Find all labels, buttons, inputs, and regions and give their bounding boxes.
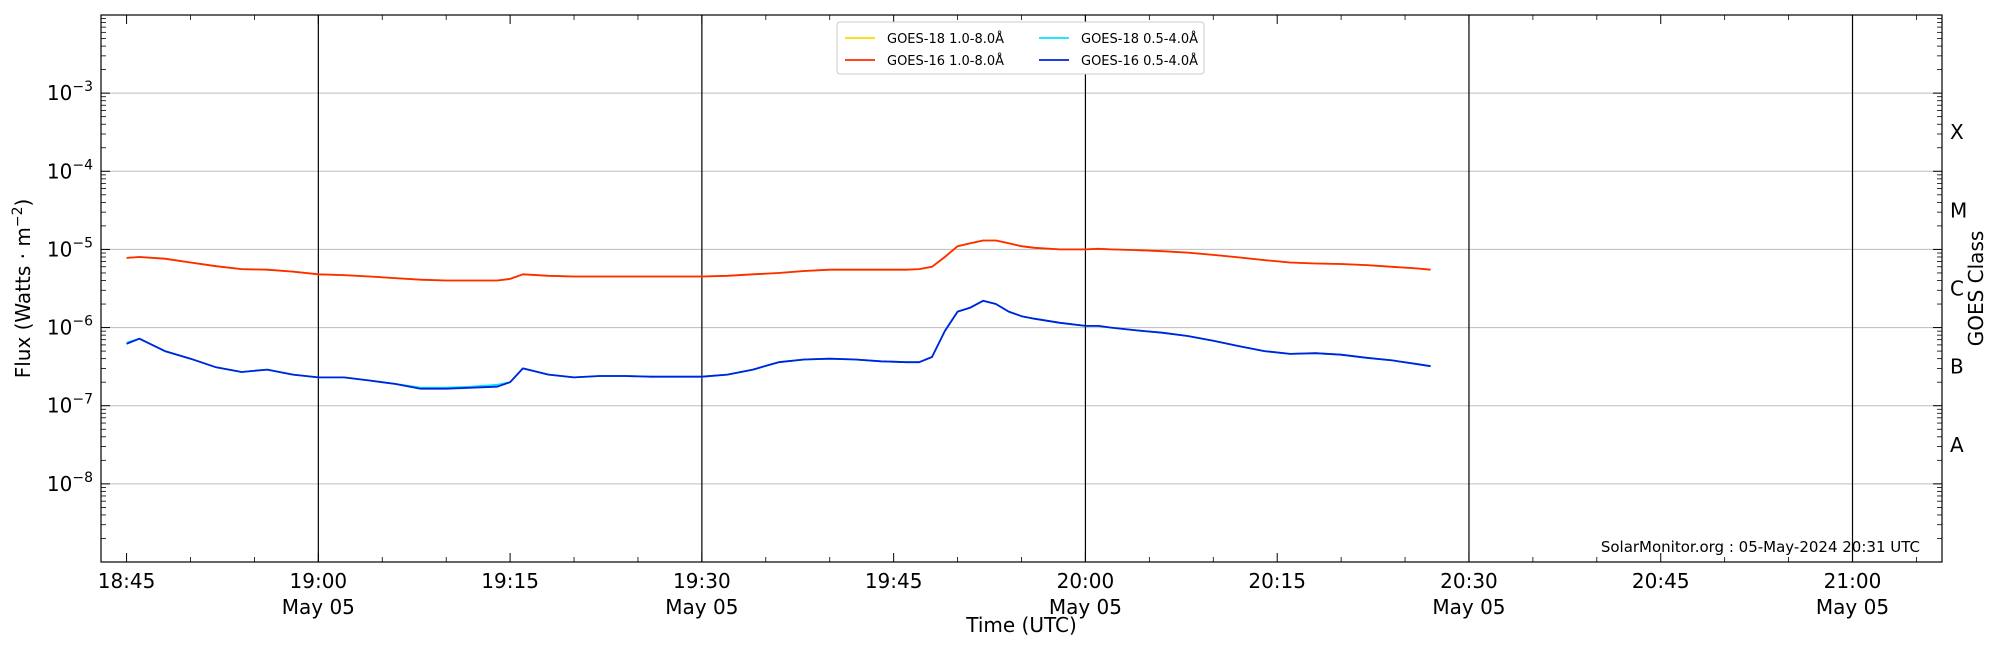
y-axis-label-exponent: −2	[10, 207, 26, 228]
x-tick-date-label: May 05	[665, 595, 738, 619]
x-axis-label: Time (UTC)	[965, 613, 1077, 637]
y-tick-label: 10−3	[47, 79, 93, 105]
goes-class-b: B	[1950, 355, 1964, 379]
y-tick-base: 10	[47, 472, 72, 496]
x-tick-label: 19:45	[865, 569, 923, 593]
legend-label-1: GOES-18 1.0-8.0Å	[887, 31, 1004, 47]
y-tick-label: 10−6	[47, 314, 93, 340]
y-tick-base: 10	[47, 316, 72, 340]
grid-layer	[101, 92, 1942, 485]
y-tick-label: 10−5	[47, 235, 93, 261]
x-tick-label: 18:45	[98, 569, 156, 593]
x-tick-date-label: May 05	[282, 595, 355, 619]
y-tick-exponent: −5	[72, 235, 93, 251]
y-tick-base: 10	[47, 394, 72, 418]
y-tick-exponent: −3	[72, 79, 93, 95]
y-tick-label: 10−8	[47, 470, 93, 496]
y-tick-exponent: −4	[72, 157, 93, 173]
goes-class-labels: A B C M X	[1950, 120, 1967, 457]
x-tick-label: 20:15	[1248, 569, 1306, 593]
y-tick-exponent: −7	[72, 392, 93, 408]
goes-class-m: M	[1950, 198, 1967, 222]
legend-label-2: GOES-18 0.5-4.0Å	[1081, 31, 1198, 47]
x-tick-label: 21:00	[1824, 569, 1882, 593]
y-tick-label: 10−7	[47, 392, 93, 418]
series-line-3	[126, 239, 1431, 282]
y-tick-exponent: −8	[72, 470, 93, 486]
x-tick-date-label: May 05	[1816, 595, 1889, 619]
x-tick-label: 19:00	[290, 569, 348, 593]
x-tick-label: 19:30	[673, 569, 731, 593]
goes-class-c: C	[1950, 277, 1964, 301]
x-tick-date-label: May 05	[1432, 595, 1505, 619]
y-tick-base: 10	[47, 81, 72, 105]
series-line-4	[126, 299, 1431, 390]
legend-box	[836, 21, 1205, 75]
goes-class-a: A	[1950, 433, 1964, 457]
goes-class-x: X	[1950, 120, 1964, 144]
y-tick-base: 10	[47, 237, 72, 261]
y-tick-exponent: −6	[72, 314, 93, 330]
goes-class-axis-label: GOES Class	[1964, 231, 1988, 347]
vertical-lines-layer	[317, 15, 1854, 562]
y-axis-label-close: )	[11, 199, 35, 207]
x-tick-date-label: May 05	[1049, 595, 1122, 619]
source-annotation: SolarMonitor.org : 05-May-2024 20:31 UTC	[1601, 538, 1920, 556]
y-axis-label-text: Flux (Watts · m	[11, 227, 35, 378]
x-tick-label: 20:30	[1440, 569, 1498, 593]
legend-label-4: GOES-16 0.5-4.0Å	[1081, 53, 1198, 69]
legend: GOES-18 1.0-8.0Å GOES-18 0.5-4.0Å GOES-16 …	[836, 21, 1205, 75]
legend-label-3: GOES-16 1.0-8.0Å	[887, 53, 1004, 69]
y-axis-label: Flux (Watts · m−2)	[10, 199, 35, 379]
x-tick-label: 20:00	[1057, 569, 1115, 593]
y-tick-base: 10	[47, 159, 72, 183]
x-tick-label: 20:45	[1632, 569, 1690, 593]
x-tick-label: 19:15	[481, 569, 539, 593]
y-tick-label: 10−4	[47, 157, 93, 183]
series-layer	[126, 239, 1431, 390]
